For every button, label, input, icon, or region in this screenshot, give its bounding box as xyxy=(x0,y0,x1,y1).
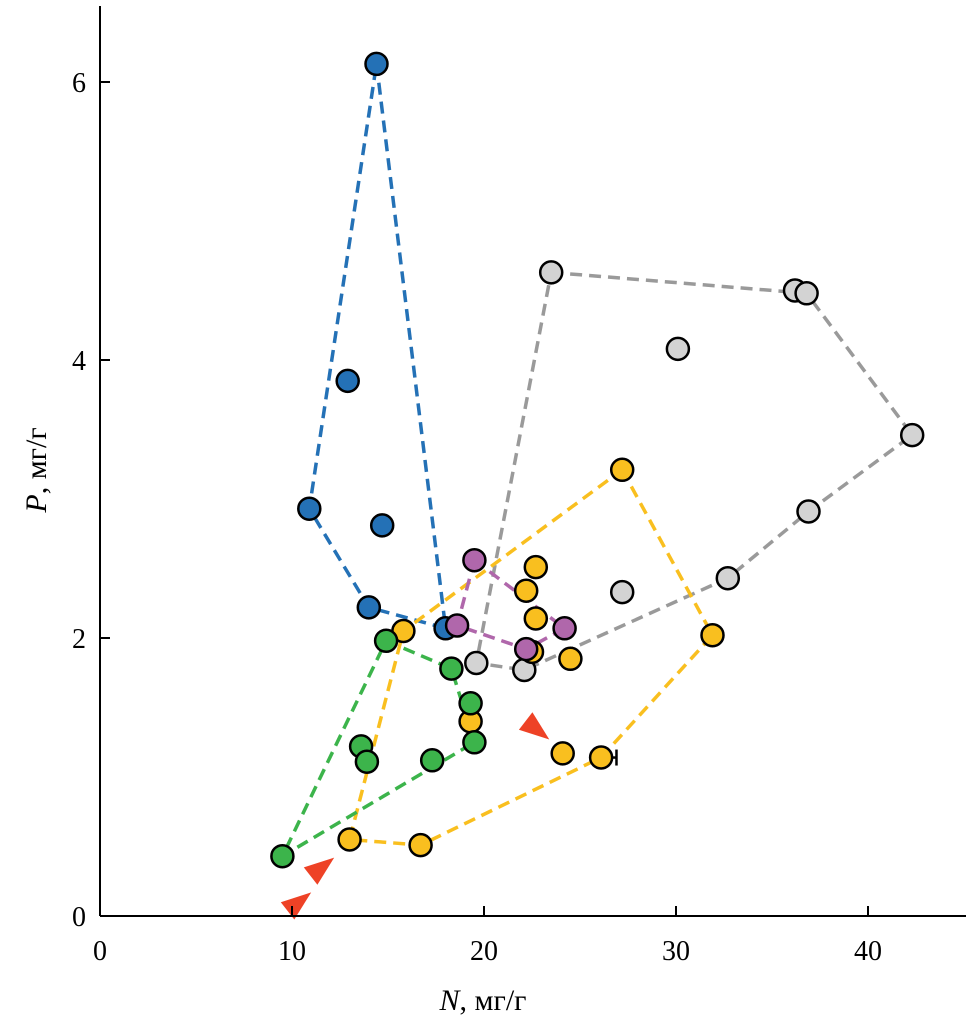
point-s2-2 xyxy=(513,578,539,603)
y-tick-label-2: 2 xyxy=(72,624,86,655)
point-s4-3 xyxy=(462,730,487,755)
point-s2-7 xyxy=(558,646,583,672)
point-s1-5 xyxy=(796,499,821,524)
point-s0-3 xyxy=(369,513,395,538)
point-s2-11 xyxy=(337,827,362,852)
x-tick-label-30: 30 xyxy=(662,936,690,967)
y-tick-label-4: 4 xyxy=(72,346,86,377)
arrow-annotation-0 xyxy=(303,857,335,885)
point-s2-5 xyxy=(700,622,725,648)
arrow-annotation-2 xyxy=(518,712,550,740)
hull-series-0 xyxy=(307,63,448,631)
x-tick-label-0: 0 xyxy=(93,936,107,967)
point-s3-1 xyxy=(552,616,577,641)
point-s2-9 xyxy=(550,741,575,766)
axes xyxy=(99,6,966,917)
point-s4-5 xyxy=(354,749,380,774)
x-tick-label-20: 20 xyxy=(470,936,498,967)
hull-series-4 xyxy=(278,638,477,861)
point-s4-1 xyxy=(439,656,464,681)
point-s0-2 xyxy=(297,496,322,521)
point-s1-0 xyxy=(538,260,564,285)
hull-series-1 xyxy=(474,270,915,672)
annotation-layer xyxy=(280,712,550,920)
point-s4-6 xyxy=(419,748,445,773)
point-s2-10 xyxy=(588,745,614,770)
point-s2-3 xyxy=(523,606,549,631)
tick-layer: 0 10 20 30 40 0 2 4 6 xyxy=(72,68,882,967)
point-s4-2 xyxy=(458,691,483,716)
x-tick-label-40: 40 xyxy=(854,936,882,967)
point-s1-3 xyxy=(665,336,691,362)
x-axis-title: N, мг/г xyxy=(439,984,527,1017)
point-layer xyxy=(270,51,925,869)
point-s3-0 xyxy=(462,547,487,573)
point-s4-0 xyxy=(373,628,399,654)
point-s2-0 xyxy=(609,457,635,483)
point-s1-7 xyxy=(609,579,635,605)
point-s1-8 xyxy=(464,650,489,676)
point-s3-2 xyxy=(444,613,470,638)
y-tick-label-0: 0 xyxy=(72,902,86,933)
point-s4-7 xyxy=(270,843,295,869)
y-tick-label-6: 6 xyxy=(72,68,86,99)
y-axis-title: P, мг/г xyxy=(20,427,53,513)
hull-series-3 xyxy=(454,557,568,652)
hull-layer xyxy=(278,63,915,861)
arrow-annotation-1 xyxy=(280,892,312,920)
point-s1-4 xyxy=(899,422,925,448)
point-s0-1 xyxy=(335,368,360,394)
point-s1-2 xyxy=(794,281,819,306)
point-s0-4 xyxy=(356,595,382,620)
point-s0-0 xyxy=(364,51,389,77)
point-s2-12 xyxy=(408,832,433,858)
point-s3-3 xyxy=(513,636,539,662)
point-s2-1 xyxy=(523,554,549,580)
x-tick-label-10: 10 xyxy=(278,936,306,967)
point-s1-6 xyxy=(715,565,741,591)
